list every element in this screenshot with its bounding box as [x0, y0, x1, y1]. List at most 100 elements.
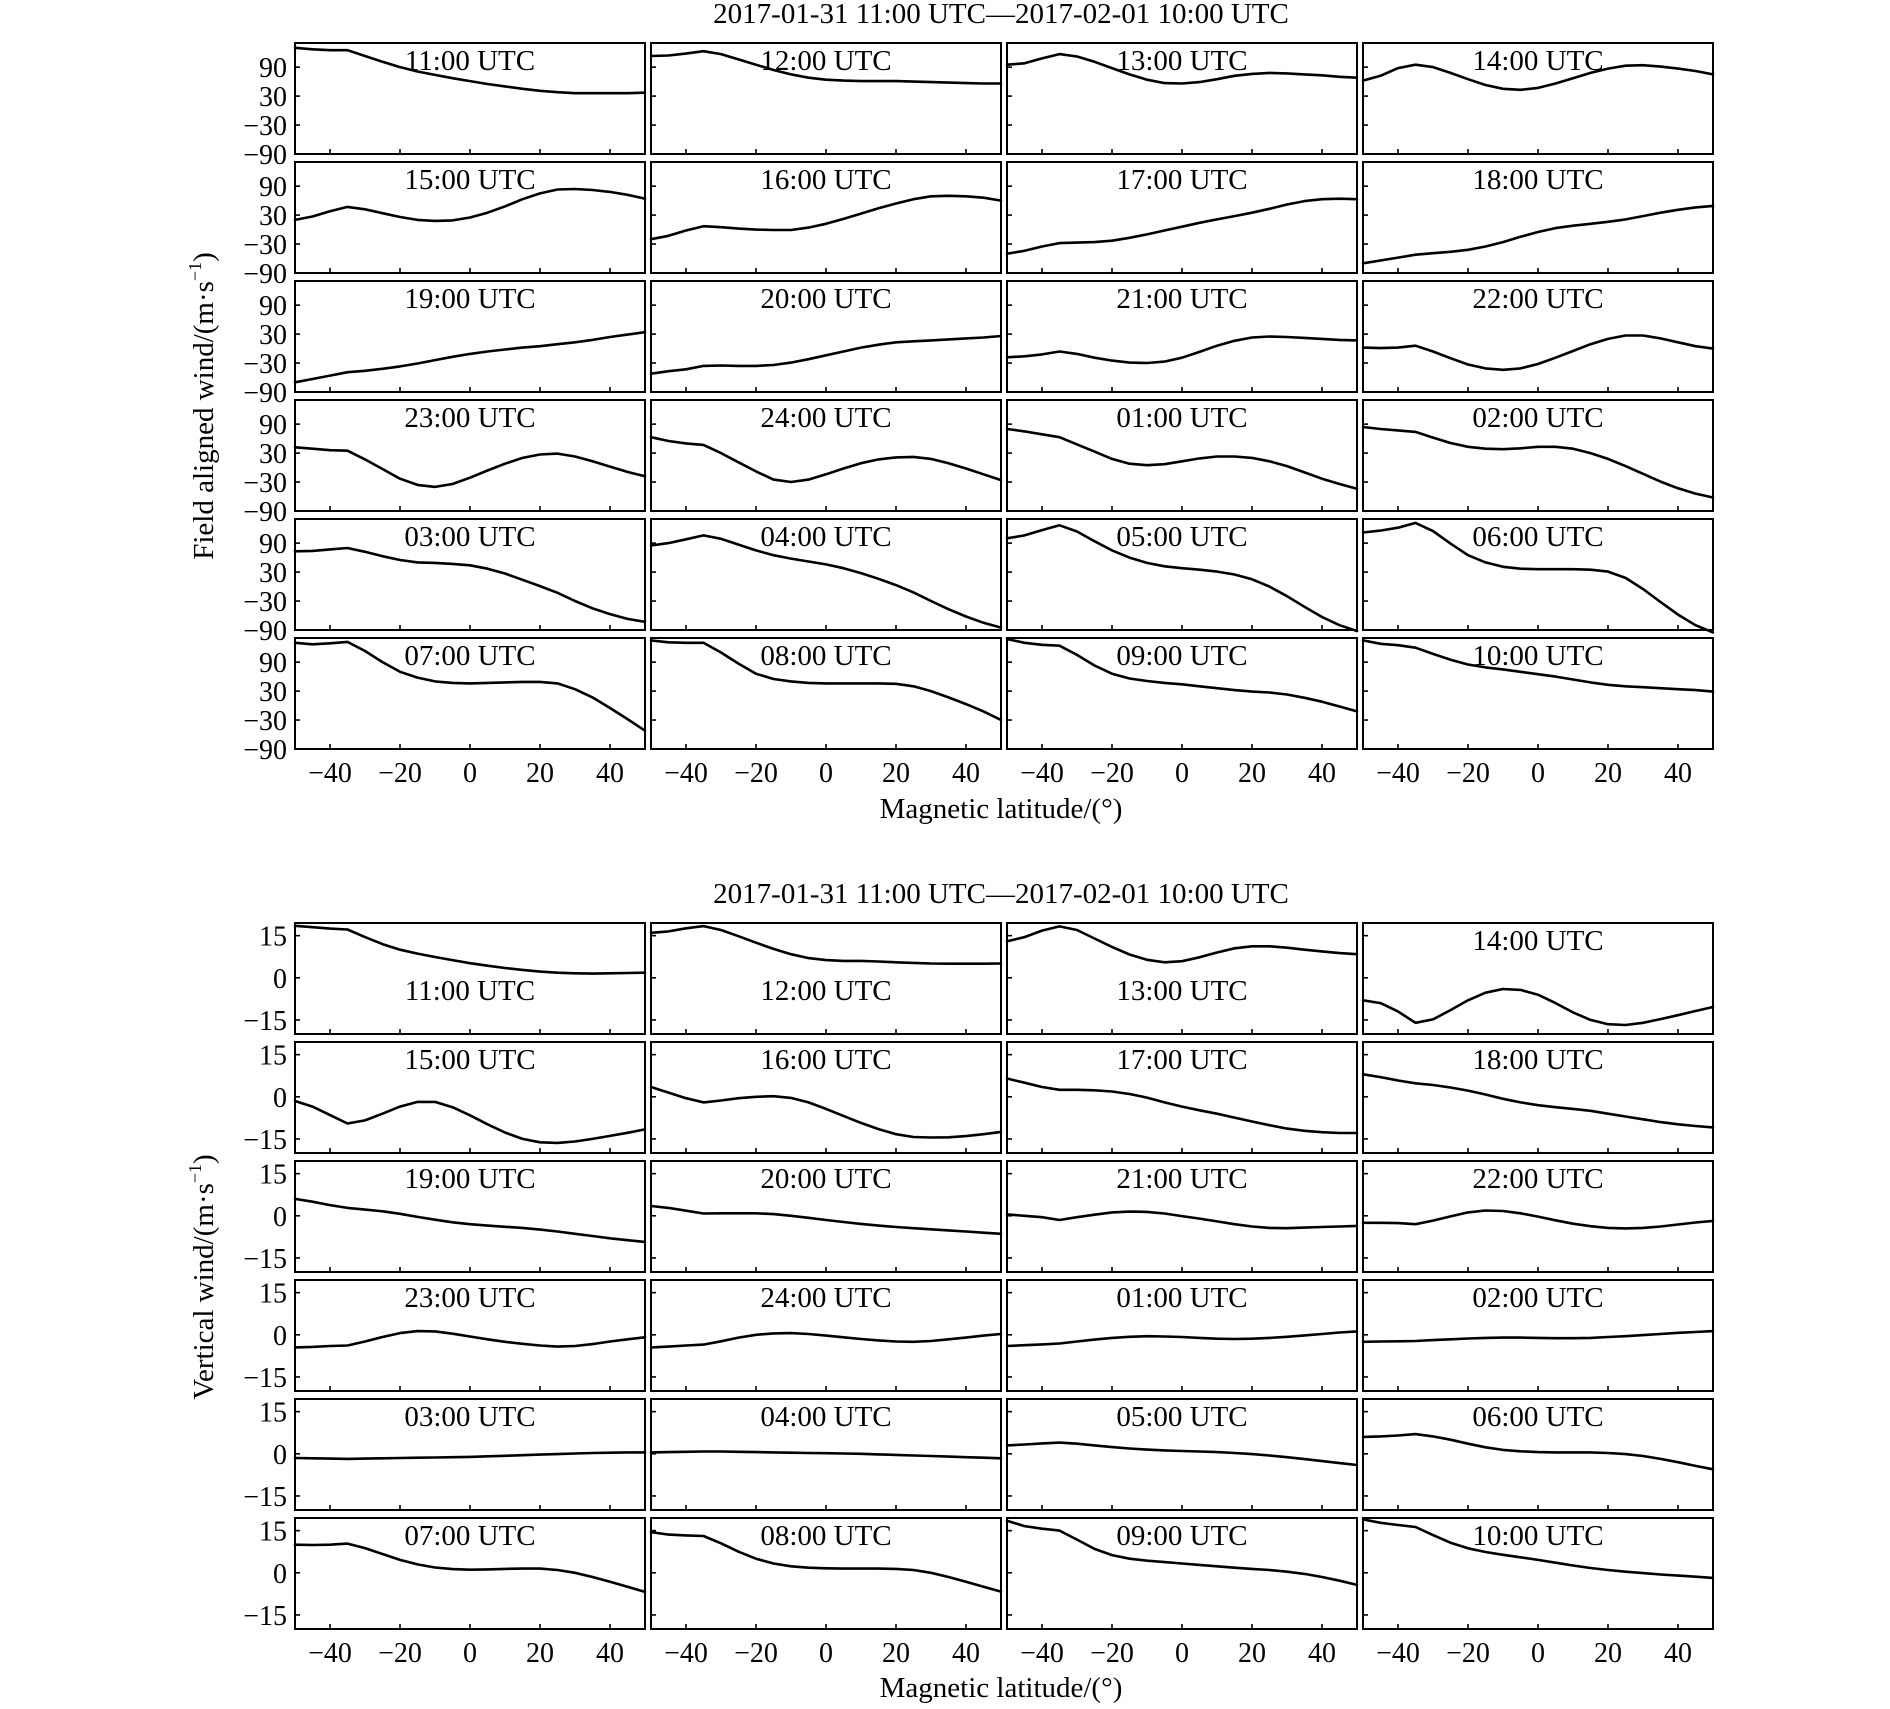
x-tick-label: 0 [1531, 1638, 1545, 1669]
series-line-2000 [649, 334, 1003, 375]
x-tick-label: −20 [1446, 758, 1490, 789]
panel: 20:00 UTC [649, 280, 1003, 393]
panel-label: 05:00 UTC [1116, 1401, 1247, 1433]
y-tick-label: 0 [273, 1083, 287, 1114]
y-tick-label: 30 [259, 558, 287, 589]
y-tick-label: 0 [273, 1440, 287, 1471]
panel-label: 14:00 UTC [1472, 925, 1603, 957]
x-tick-label: −20 [378, 758, 422, 789]
panel: 13:00 UTC [1005, 42, 1359, 155]
series-line-1000 [1361, 1518, 1715, 1580]
series-line-1800 [1361, 1073, 1715, 1129]
panel: 17:00 UTC [1005, 161, 1359, 274]
x-tick-label: 0 [819, 1638, 833, 1669]
x-tick-label: −40 [308, 1638, 352, 1669]
y-tick-label: 15 [259, 1398, 287, 1429]
y-tick-label: 30 [259, 320, 287, 351]
series-line-0100 [1005, 1330, 1359, 1348]
series-line-1100 [293, 924, 647, 975]
panel: 19:00 UTC [293, 1160, 647, 1273]
panel-label: 02:00 UTC [1472, 402, 1603, 434]
panel: 11:00 UTC [293, 42, 647, 155]
series-line-1800 [1361, 204, 1715, 265]
series-line-1200 [649, 924, 1003, 965]
y-tick-label: 90 [259, 529, 287, 560]
y-tick-label: 90 [259, 53, 287, 84]
chart-title: 2017-01-31 11:00 UTC—2017-02-01 10:00 UT… [713, 878, 1289, 910]
panel: 21:00 UTC [1005, 280, 1359, 393]
x-tick-label: −20 [1090, 758, 1134, 789]
panel-label: 08:00 UTC [760, 1520, 891, 1552]
y-tick-label: 15 [259, 1041, 287, 1072]
series-line-2200 [1361, 334, 1715, 372]
panel: 09:00 UTC [1005, 1517, 1359, 1630]
panel: 18:00 UTC [1361, 1041, 1715, 1154]
series-line-0300 [293, 546, 647, 624]
y-tick-label: 0 [273, 1321, 287, 1352]
series-line-0700 [293, 1542, 647, 1594]
panel-label: 13:00 UTC [1116, 45, 1247, 77]
x-tick-label: −20 [734, 758, 778, 789]
panel-label: 03:00 UTC [404, 1401, 535, 1433]
y-axis-label-tail: ) [188, 1154, 220, 1164]
panel-label: 10:00 UTC [1472, 640, 1603, 672]
panel: 05:00 UTC [1005, 1398, 1359, 1511]
chart-vertical-wind: 2017-01-31 11:00 UTC—2017-02-01 10:00 UT… [185, 878, 1715, 1704]
series-line-2400 [649, 435, 1003, 484]
panel-label: 01:00 UTC [1116, 1282, 1247, 1314]
x-tick-label: −40 [1376, 758, 1420, 789]
y-axis-label-superscript: −1 [185, 1164, 205, 1183]
series-line-1300 [1005, 52, 1359, 85]
x-tick-label: −40 [664, 1638, 708, 1669]
x-tick-label: 20 [882, 758, 910, 789]
panel-label: 16:00 UTC [760, 1044, 891, 1076]
x-tick-label: −20 [734, 1638, 778, 1669]
x-tick-label: 20 [1238, 758, 1266, 789]
series-line-1200 [649, 49, 1003, 85]
series-line-1700 [1005, 197, 1359, 255]
y-tick-label: −30 [243, 230, 287, 261]
panel: 02:00 UTC [1361, 1279, 1715, 1392]
x-tick-label: 20 [1594, 1638, 1622, 1669]
panel-label: 15:00 UTC [404, 1044, 535, 1076]
panel-label: 09:00 UTC [1116, 640, 1247, 672]
panel: 17:00 UTC [1005, 1041, 1359, 1154]
series-line-2100 [1005, 335, 1359, 365]
y-tick-label: 15 [259, 1160, 287, 1191]
y-tick-label: 15 [259, 1279, 287, 1310]
panel-label: 10:00 UTC [1472, 1520, 1603, 1552]
panel: 14:00 UTC [1361, 922, 1715, 1035]
y-tick-label: −30 [243, 349, 287, 380]
y-axis-label: Field aligned wind/(m·s−1) [185, 252, 220, 560]
series-line-1100 [293, 46, 647, 95]
x-tick-label: −40 [1020, 1638, 1064, 1669]
panel-label: 02:00 UTC [1472, 1282, 1603, 1314]
x-tick-label: 20 [526, 1638, 554, 1669]
y-tick-label: −90 [243, 140, 287, 171]
x-tick-label: 40 [596, 758, 624, 789]
panel: 14:00 UTC [1361, 42, 1715, 155]
panel: 23:00 UTC [293, 399, 647, 512]
panel-label: 20:00 UTC [760, 283, 891, 315]
panel: 06:00 UTC [1361, 1398, 1715, 1511]
x-tick-label: −40 [1020, 758, 1064, 789]
panel-label: 12:00 UTC [760, 45, 891, 77]
chart-field-aligned-wind: 2017-01-31 11:00 UTC—2017-02-01 10:00 UT… [185, 0, 1715, 825]
series-line-0800 [649, 639, 1003, 722]
panel-label: 07:00 UTC [404, 1520, 535, 1552]
panel-label: 17:00 UTC [1116, 1044, 1247, 1076]
panel: 11:00 UTC [293, 922, 647, 1035]
y-tick-label: 0 [273, 964, 287, 995]
y-tick-label: 0 [273, 1202, 287, 1233]
panel: 08:00 UTC [649, 1517, 1003, 1630]
series-line-0400 [649, 534, 1003, 629]
y-tick-label: 30 [259, 201, 287, 232]
panel-label: 11:00 UTC [405, 975, 535, 1007]
panel-label: 04:00 UTC [760, 1401, 891, 1433]
x-tick-label: 20 [1594, 758, 1622, 789]
panel-label: 21:00 UTC [1116, 283, 1247, 315]
y-tick-label: −30 [243, 111, 287, 142]
y-tick-label: −15 [243, 1006, 287, 1037]
series-line-0200 [1361, 1329, 1715, 1344]
y-tick-label: −90 [243, 259, 287, 290]
